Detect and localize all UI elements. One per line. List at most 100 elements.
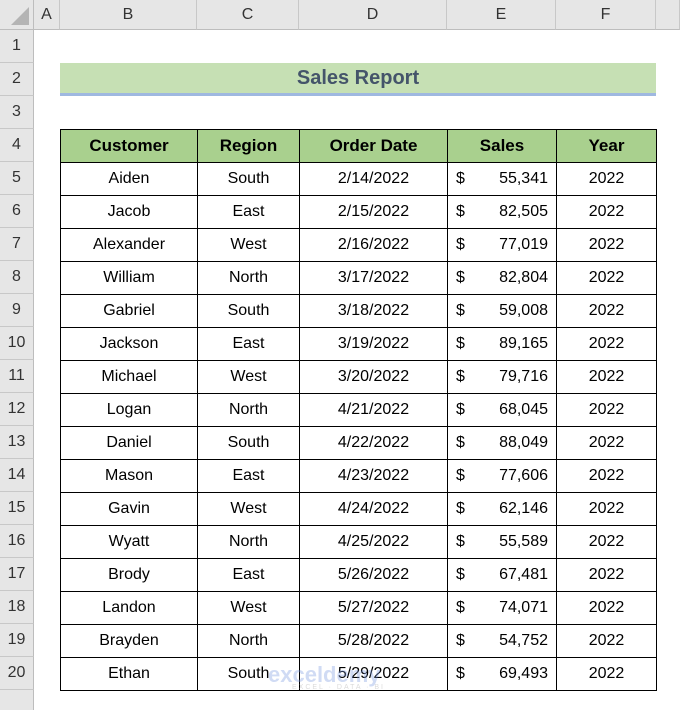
cell-order-date[interactable]: 3/18/2022 <box>299 294 448 328</box>
row-header-13[interactable]: 13 <box>0 426 34 459</box>
header-sales[interactable]: Sales <box>447 129 557 163</box>
row-header-11[interactable]: 11 <box>0 360 34 393</box>
cell-order-date[interactable]: 3/17/2022 <box>299 261 448 295</box>
cell-region[interactable]: North <box>197 525 300 559</box>
cell-order-date[interactable]: 4/24/2022 <box>299 492 448 526</box>
cell-customer[interactable]: Alexander <box>60 228 198 262</box>
cell-region[interactable]: East <box>197 558 300 592</box>
cell-year[interactable]: 2022 <box>556 360 657 394</box>
cell-region[interactable]: East <box>197 327 300 361</box>
cell-order-date[interactable]: 5/28/2022 <box>299 624 448 658</box>
cell-region[interactable]: South <box>197 162 300 196</box>
cell-sales[interactable]: $82,804 <box>447 261 557 295</box>
row-header-8[interactable]: 8 <box>0 261 34 294</box>
column-header-F[interactable]: F <box>556 0 656 30</box>
cell-sales[interactable]: $54,752 <box>447 624 557 658</box>
cell-order-date[interactable]: 3/19/2022 <box>299 327 448 361</box>
cell-year[interactable]: 2022 <box>556 294 657 328</box>
cell-year[interactable]: 2022 <box>556 657 657 691</box>
cell-sales[interactable]: $79,716 <box>447 360 557 394</box>
cell-region[interactable]: East <box>197 459 300 493</box>
cell-region[interactable]: West <box>197 492 300 526</box>
cell-order-date[interactable]: 3/20/2022 <box>299 360 448 394</box>
column-header-E[interactable]: E <box>447 0 556 30</box>
cell-customer[interactable]: Aiden <box>60 162 198 196</box>
cell-year[interactable]: 2022 <box>556 261 657 295</box>
cell-sales[interactable]: $68,045 <box>447 393 557 427</box>
cell-sales[interactable]: $69,493 <box>447 657 557 691</box>
cell-year[interactable]: 2022 <box>556 459 657 493</box>
cell-region[interactable]: North <box>197 261 300 295</box>
select-all-corner[interactable] <box>0 0 34 30</box>
cell-year[interactable]: 2022 <box>556 591 657 625</box>
cell-year[interactable]: 2022 <box>556 195 657 229</box>
cell-sales[interactable]: $62,146 <box>447 492 557 526</box>
cell-region[interactable]: West <box>197 360 300 394</box>
row-header-1[interactable]: 1 <box>0 30 34 63</box>
cell-year[interactable]: 2022 <box>556 393 657 427</box>
cell-customer[interactable]: Mason <box>60 459 198 493</box>
row-header-3[interactable]: 3 <box>0 96 34 129</box>
cell-customer[interactable]: Wyatt <box>60 525 198 559</box>
row-header-6[interactable]: 6 <box>0 195 34 228</box>
header-year[interactable]: Year <box>556 129 657 163</box>
cell-region[interactable]: West <box>197 228 300 262</box>
row-header-10[interactable]: 10 <box>0 327 34 360</box>
cell-customer[interactable]: William <box>60 261 198 295</box>
row-header-18[interactable]: 18 <box>0 591 34 624</box>
cell-customer[interactable]: Gabriel <box>60 294 198 328</box>
row-header-12[interactable]: 12 <box>0 393 34 426</box>
cell-region[interactable]: North <box>197 393 300 427</box>
cell-year[interactable]: 2022 <box>556 558 657 592</box>
cell-sales[interactable]: $74,071 <box>447 591 557 625</box>
column-header-C[interactable]: C <box>197 0 299 30</box>
cell-year[interactable]: 2022 <box>556 426 657 460</box>
cell-order-date[interactable]: 5/26/2022 <box>299 558 448 592</box>
header-region[interactable]: Region <box>197 129 300 163</box>
cell-year[interactable]: 2022 <box>556 162 657 196</box>
cell-order-date[interactable]: 2/15/2022 <box>299 195 448 229</box>
column-header-D[interactable]: D <box>299 0 447 30</box>
cell-year[interactable]: 2022 <box>556 624 657 658</box>
row-header-2[interactable]: 2 <box>0 63 34 96</box>
cell-order-date[interactable]: 4/25/2022 <box>299 525 448 559</box>
cell-sales[interactable]: $89,165 <box>447 327 557 361</box>
cell-sales[interactable]: $59,008 <box>447 294 557 328</box>
cell-year[interactable]: 2022 <box>556 327 657 361</box>
cell-order-date[interactable]: 4/21/2022 <box>299 393 448 427</box>
cell-order-date[interactable]: 2/14/2022 <box>299 162 448 196</box>
header-order-date[interactable]: Order Date <box>299 129 448 163</box>
cell-customer[interactable]: Ethan <box>60 657 198 691</box>
cell-year[interactable]: 2022 <box>556 525 657 559</box>
row-header-19[interactable]: 19 <box>0 624 34 657</box>
cell-sales[interactable]: $82,505 <box>447 195 557 229</box>
cell-region[interactable]: South <box>197 294 300 328</box>
row-header-14[interactable]: 14 <box>0 459 34 492</box>
cell-sales[interactable]: $77,019 <box>447 228 557 262</box>
row-header-5[interactable]: 5 <box>0 162 34 195</box>
row-header-20[interactable]: 20 <box>0 657 34 690</box>
cell-customer[interactable]: Jacob <box>60 195 198 229</box>
row-header-7[interactable]: 7 <box>0 228 34 261</box>
cell-order-date[interactable]: 4/22/2022 <box>299 426 448 460</box>
cell-region[interactable]: East <box>197 195 300 229</box>
cell-customer[interactable]: Brody <box>60 558 198 592</box>
cell-sales[interactable]: $77,606 <box>447 459 557 493</box>
cell-customer[interactable]: Landon <box>60 591 198 625</box>
row-header-16[interactable]: 16 <box>0 525 34 558</box>
cell-order-date[interactable]: 4/23/2022 <box>299 459 448 493</box>
cell-order-date[interactable]: 2/16/2022 <box>299 228 448 262</box>
cell-region[interactable]: South <box>197 426 300 460</box>
cell-order-date[interactable]: 5/29/2022 <box>299 657 448 691</box>
cell-sales[interactable]: $88,049 <box>447 426 557 460</box>
cell-customer[interactable]: Jackson <box>60 327 198 361</box>
cell-customer[interactable]: Michael <box>60 360 198 394</box>
cell-region[interactable]: North <box>197 624 300 658</box>
header-customer[interactable]: Customer <box>60 129 198 163</box>
row-header-9[interactable]: 9 <box>0 294 34 327</box>
column-header-A[interactable]: A <box>34 0 60 30</box>
cell-sales[interactable]: $67,481 <box>447 558 557 592</box>
cell-region[interactable]: South <box>197 657 300 691</box>
cell-customer[interactable]: Brayden <box>60 624 198 658</box>
column-header-G[interactable] <box>656 0 680 30</box>
